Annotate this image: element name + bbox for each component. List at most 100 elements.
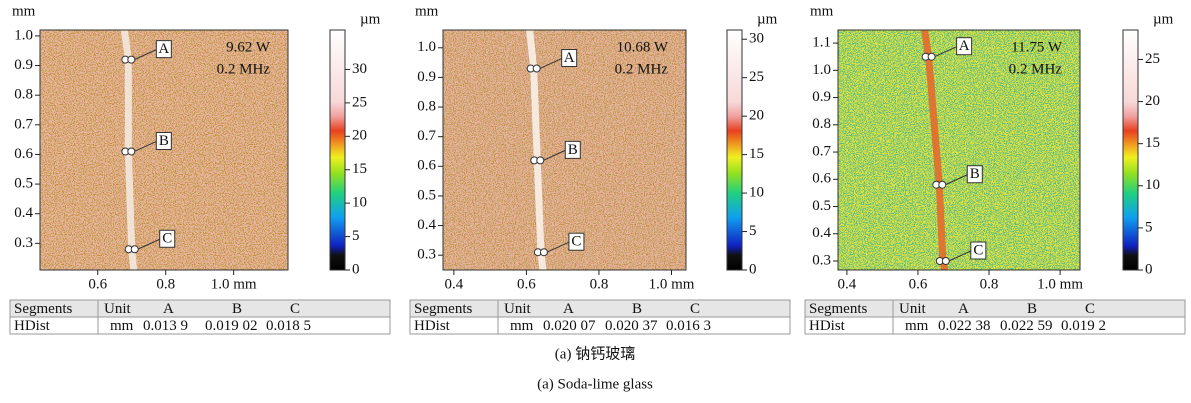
marker-label: B <box>970 166 980 182</box>
marker-label: B <box>568 142 578 158</box>
colorbar-tick-label: 0 <box>352 261 360 277</box>
table-cell: HDist <box>414 318 451 334</box>
marker <box>941 257 950 266</box>
x-tick-label: 0.6 <box>517 276 536 292</box>
marker-label: A <box>959 38 970 54</box>
colorbar-tick-label: 15 <box>352 161 367 177</box>
marker-box <box>155 40 172 59</box>
table-cell: mm <box>510 318 534 334</box>
y-tick-label: 0.8 <box>417 98 436 114</box>
colorbar-unit: µm <box>1153 11 1174 27</box>
table-header-cell: B <box>232 301 242 317</box>
frequency-label: 0.2 MHz <box>615 61 669 77</box>
x-tick-label: 0.6 <box>909 276 928 292</box>
colorbar-tick-label: 25 <box>352 94 367 110</box>
colorbar-tick-label: 20 <box>1145 93 1160 109</box>
table-header-cell: Unit <box>104 301 132 317</box>
marker <box>539 248 548 257</box>
marker <box>532 64 541 73</box>
x-tick-label: 1.0 mm <box>649 276 695 292</box>
marker-leader <box>546 241 570 253</box>
table-cell: 0.022 38 <box>938 318 991 334</box>
marker-leader <box>539 58 562 69</box>
table-cell: HDist <box>14 318 51 334</box>
colorbar-tick-label: 10 <box>1145 177 1160 193</box>
table-cell: mm <box>905 318 929 334</box>
colorbar-tick-label: 0 <box>1145 261 1153 277</box>
y-tick-label: 0.9 <box>812 89 831 105</box>
table-cell: 0.020 07 <box>543 318 596 334</box>
table-header-cell: C <box>690 301 700 317</box>
marker-leader <box>948 250 972 262</box>
marker <box>127 55 136 64</box>
y-tick-label: 0.4 <box>417 217 436 233</box>
colorbar-tick-label: 15 <box>1145 135 1160 151</box>
table-cell: 0.022 59 <box>1000 318 1053 334</box>
table-header-cell: Segments <box>14 301 72 317</box>
table-cell: 0.019 02 <box>205 318 258 334</box>
colorbar <box>726 29 743 271</box>
table-header-cell: A <box>563 301 574 317</box>
y-unit: mm <box>415 3 439 19</box>
colorbar-tick-label: 5 <box>1145 219 1153 235</box>
table-cell: 0.013 9 <box>143 318 188 334</box>
marker-leader <box>945 174 968 186</box>
colorbar <box>329 29 346 271</box>
colorbar-tick-label: 5 <box>749 223 757 239</box>
table-cell: 0.016 3 <box>666 318 711 334</box>
marker <box>927 52 936 61</box>
table-header-cell: Unit <box>504 301 532 317</box>
marker-box <box>564 140 581 159</box>
y-tick-label: 0.5 <box>417 187 436 203</box>
y-tick-label: 0.5 <box>14 176 33 192</box>
colorbar-tick-label: 5 <box>352 228 360 244</box>
colorbar-tick-label: 20 <box>749 108 764 124</box>
table-header-cell: Unit <box>899 301 927 317</box>
marker <box>938 180 947 189</box>
power-label: 9.62 W <box>226 39 271 55</box>
colorbar-unit: µm <box>360 11 381 27</box>
power-label: 11.75 W <box>1011 39 1063 55</box>
y-tick-label: 0.7 <box>812 143 831 159</box>
x-tick-label: 0.4 <box>445 276 464 292</box>
y-tick-label: 1.0 <box>14 27 33 43</box>
caption-cn: (a) 钠钙玻璃 <box>555 345 635 362</box>
table-header-cell: C <box>290 301 300 317</box>
colorbar-tick-label: 10 <box>352 195 367 211</box>
x-tick-label: 1.0 mm <box>1037 276 1083 292</box>
marker-label: C <box>162 231 172 247</box>
marker <box>536 156 545 165</box>
table-header-cell: Segments <box>414 301 472 317</box>
x-tick-label: 1.0 mm <box>211 276 257 292</box>
colorbar <box>1122 29 1139 271</box>
colorbar-tick-label: 0 <box>749 261 757 277</box>
frequency-label: 0.2 MHz <box>1009 61 1063 77</box>
speckle <box>838 30 1080 270</box>
y-tick-label: 0.8 <box>14 87 33 103</box>
x-tick-label: 0.8 <box>980 276 999 292</box>
table-header-cell: A <box>958 301 969 317</box>
marker-leader <box>134 141 157 152</box>
marker-leader <box>934 46 957 58</box>
y-tick-label: 0.3 <box>417 247 436 263</box>
table-header-cell: C <box>1085 301 1095 317</box>
y-tick-label: 0.7 <box>417 128 436 144</box>
table-cell: 0.019 2 <box>1061 318 1106 334</box>
colorbar-tick-label: 25 <box>1145 51 1160 67</box>
y-tick-label: 1.1 <box>812 35 831 51</box>
marker-box <box>155 131 172 150</box>
marker-box <box>568 232 585 251</box>
y-tick-label: 1.0 <box>417 39 436 55</box>
plot-frame <box>442 29 687 271</box>
marker-leader <box>543 149 566 161</box>
table-cell: 0.018 5 <box>266 318 311 334</box>
y-tick-label: 0.6 <box>14 146 33 162</box>
marker-label: C <box>973 242 983 258</box>
marker-box <box>970 241 987 260</box>
speckle <box>443 30 686 270</box>
y-tick-label: 0.4 <box>812 225 831 241</box>
y-tick-label: 0.3 <box>14 235 33 251</box>
colorbar-tick-label: 15 <box>749 146 764 162</box>
marker-label: C <box>571 234 581 250</box>
